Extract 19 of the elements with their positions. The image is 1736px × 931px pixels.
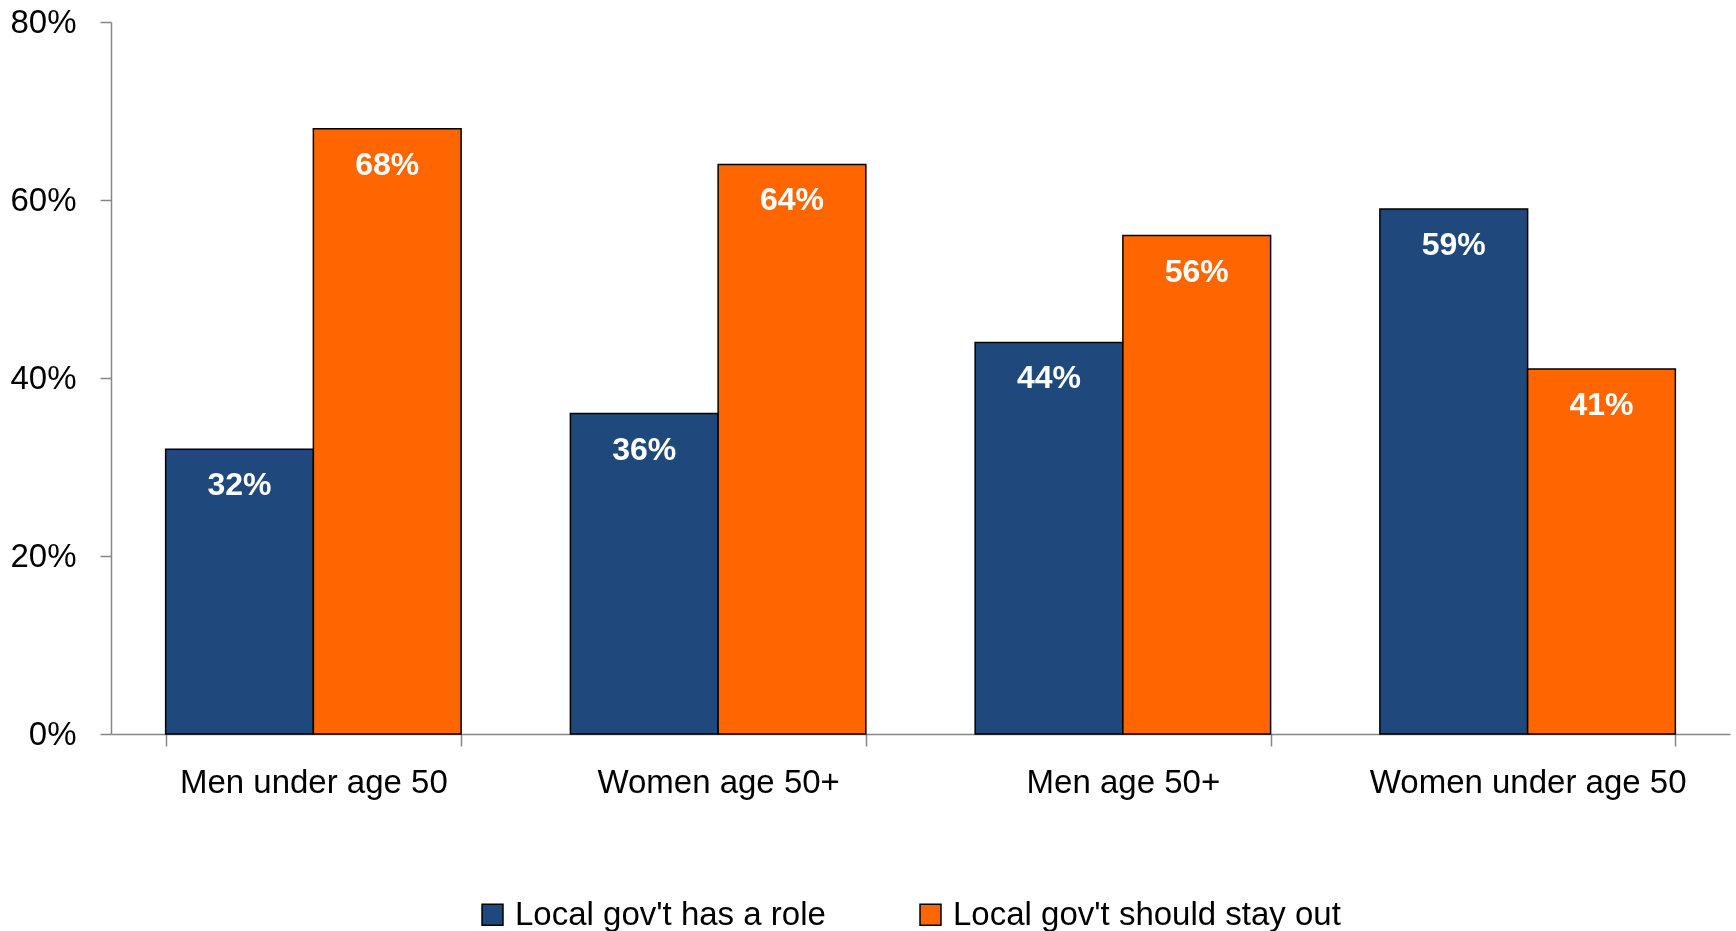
x-tick-label: Men age 50+ — [1026, 762, 1221, 800]
data-label: 44% — [1016, 359, 1082, 396]
data-label: 36% — [612, 430, 677, 467]
y-tick-label: 80% — [10, 2, 77, 40]
x-tick-label: Women age 50+ — [597, 762, 840, 800]
y-tick-label: 60% — [10, 180, 77, 218]
data-label: 32% — [207, 466, 272, 503]
y-tick-label: 20% — [10, 536, 77, 574]
data-label: 64% — [759, 181, 825, 218]
legend-label: Local gov't has a role — [515, 894, 826, 931]
y-tick-label: 40% — [10, 358, 77, 396]
y-tick-label: 0% — [28, 714, 77, 752]
data-label: 59% — [1421, 225, 1486, 262]
data-label: 68% — [355, 145, 420, 182]
legend-label: Local gov't should stay out — [953, 894, 1341, 931]
data-label: 56% — [1164, 252, 1229, 289]
x-tick-label: Men under age 50 — [179, 762, 448, 800]
x-tick-label: Women under age 50 — [1369, 762, 1687, 800]
data-label: 41% — [1569, 386, 1634, 423]
